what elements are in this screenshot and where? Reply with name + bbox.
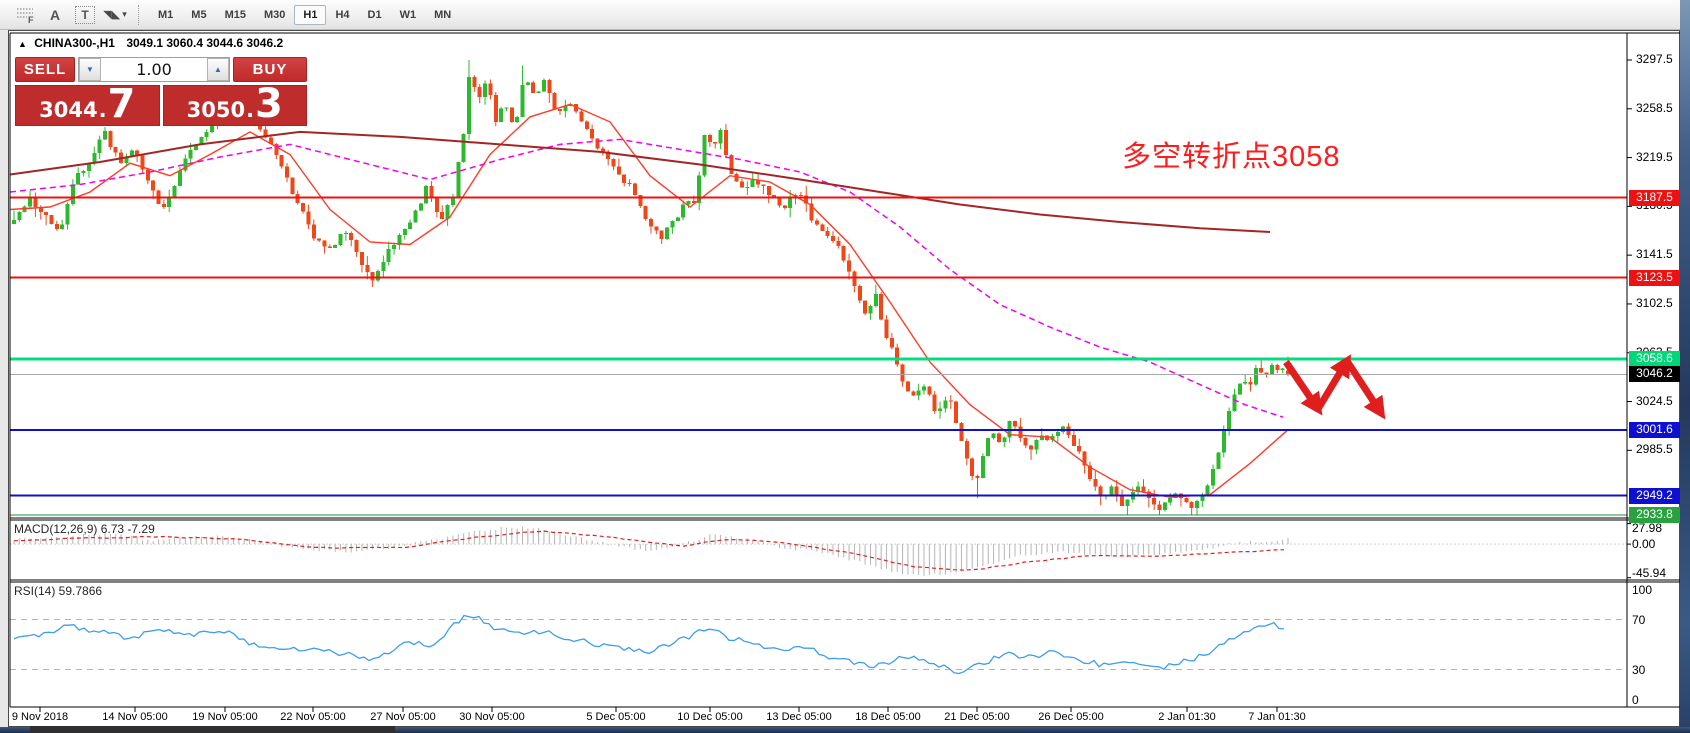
volume-decrease-button[interactable]: ▼ (79, 58, 101, 81)
window-edge-right (1680, 0, 1690, 733)
price-badge: 3058.6 (1629, 351, 1680, 367)
price-badge: 3046.2 (1629, 366, 1680, 382)
price-badge: 3001.6 (1629, 422, 1680, 438)
sell-price-point: . (98, 98, 107, 122)
price-badge: 3123.5 (1629, 270, 1680, 286)
rsi-scale-label: 30 (1632, 663, 1646, 677)
svg-text:F: F (28, 15, 34, 24)
price-tick-label: 3024.5 (1636, 394, 1673, 408)
price-badge: 2949.2 (1629, 488, 1680, 504)
chart-window (8, 30, 1680, 727)
timeframe-m5[interactable]: M5 (191, 8, 207, 21)
buy-button[interactable]: BUY (233, 57, 307, 82)
volume-input[interactable]: 1.00 (136, 60, 172, 79)
time-tick-label: 21 Dec 05:00 (944, 711, 1010, 723)
timeframe-m15[interactable]: M15 (224, 8, 246, 21)
collapse-arrow-icon[interactable]: ▲ (18, 39, 27, 49)
macd-scale-label: 27.98 (1632, 521, 1663, 535)
timeframe-mn[interactable]: MN (434, 8, 452, 21)
time-tick-label: 14 Nov 05:00 (102, 711, 168, 723)
ohlc-values: 3049.1 3060.4 3044.6 3046.2 (126, 36, 284, 50)
buy-price-point: . (246, 98, 255, 122)
time-tick-label: 5 Dec 05:00 (586, 711, 646, 723)
rsi-scale-label: 70 (1632, 613, 1646, 627)
time-tick-label: 19 Nov 05:00 (192, 711, 258, 723)
price-tick-label: 3258.5 (1636, 101, 1673, 115)
rsi-indicator-label: RSI(14) 59.7866 (14, 584, 103, 598)
macd-scale-label: -45.94 (1632, 566, 1667, 580)
time-tick-label: 7 Jan 01:30 (1248, 711, 1306, 723)
time-tick-label: 2 Jan 01:30 (1158, 711, 1216, 723)
one-click-trade-panel: SELL ▼ 1.00 ▲ BUY 3044 . 7 3050 . 3 (15, 57, 307, 126)
timeframe-d1[interactable]: D1 (367, 8, 382, 21)
chart-title: ▲ CHINA300-,H1 3049.1 3060.4 3044.6 3046… (18, 36, 283, 50)
time-tick-label: 26 Dec 05:00 (1038, 711, 1104, 723)
fibonacci-icon: F (17, 8, 34, 24)
timeframe-group: M1 M5 M15 M30 H1 H4 D1 W1 MN (149, 4, 460, 25)
timeframe-h4[interactable]: H4 (335, 8, 350, 21)
text-annotation-icon: A (49, 6, 61, 23)
timeframe-m1[interactable]: M1 (158, 8, 174, 21)
buy-price-pips: 3 (255, 81, 283, 127)
window-edge-bottom (0, 727, 1690, 733)
toolbar: F A T ◥◣ ▾ M1 M5 M15 M30 H1 H4 D1 W1 MN (0, 0, 1690, 30)
text-annotation-button[interactable]: A (42, 3, 68, 27)
price-badge: 3187.5 (1629, 190, 1680, 206)
rsi-scale-label: 0 (1632, 693, 1639, 707)
buy-price-main: 3050 (186, 98, 246, 122)
timeframe-h1[interactable]: H1 (294, 4, 327, 25)
time-tick-label: 22 Nov 05:00 (280, 711, 346, 723)
chart-annotation-text[interactable]: 多空转折点3058 (1122, 141, 1341, 173)
arrow-objects-button[interactable]: ◥◣ ▾ (102, 3, 128, 27)
sell-price-main: 3044 (39, 98, 98, 122)
symbol-name: CHINA300-,H1 (34, 36, 115, 50)
time-tick-label: 18 Dec 05:00 (855, 711, 921, 723)
price-tick-label: 2985.5 (1636, 442, 1673, 456)
macd-scale-label: 0.00 (1632, 537, 1656, 551)
volume-spinner: ▼ 1.00 ▲ (78, 57, 230, 82)
buy-price-display[interactable]: 3050 . 3 (162, 81, 307, 127)
macd-indicator-label: MACD(12,26,9) 6.73 -7.29 (14, 522, 155, 536)
timeframe-m30[interactable]: M30 (263, 8, 286, 21)
text-label-icon: T (75, 5, 95, 24)
price-tick-label: 3102.5 (1636, 296, 1673, 310)
text-label-button[interactable]: T (72, 3, 98, 27)
time-tick-label: 27 Nov 05:00 (370, 711, 436, 723)
price-tick-label: 3141.5 (1636, 247, 1673, 261)
time-tick-label: 9 Nov 2018 (11, 711, 69, 723)
volume-increase-button[interactable]: ▲ (207, 58, 229, 81)
sell-price-pips: 7 (107, 81, 136, 127)
price-tick-label: 3297.5 (1636, 52, 1673, 66)
sell-button[interactable]: SELL (15, 57, 75, 82)
rsi-scale-label: 100 (1632, 583, 1653, 597)
taskbar-fragment (30, 726, 395, 733)
dropdown-caret-icon: ▾ (122, 9, 127, 19)
time-tick-label: 13 Dec 05:00 (766, 711, 832, 723)
time-tick-label: 10 Dec 05:00 (677, 711, 743, 723)
sell-price-display[interactable]: 3044 . 7 (15, 81, 160, 127)
timeframe-w1[interactable]: W1 (399, 8, 417, 21)
price-tick-label: 3219.5 (1636, 150, 1673, 164)
fibonacci-tool-button[interactable]: F (12, 3, 38, 27)
toolbar-separator (138, 4, 139, 25)
arrow-objects-icon: ◥◣ (103, 9, 121, 21)
time-tick-label: 30 Nov 05:00 (459, 711, 525, 723)
